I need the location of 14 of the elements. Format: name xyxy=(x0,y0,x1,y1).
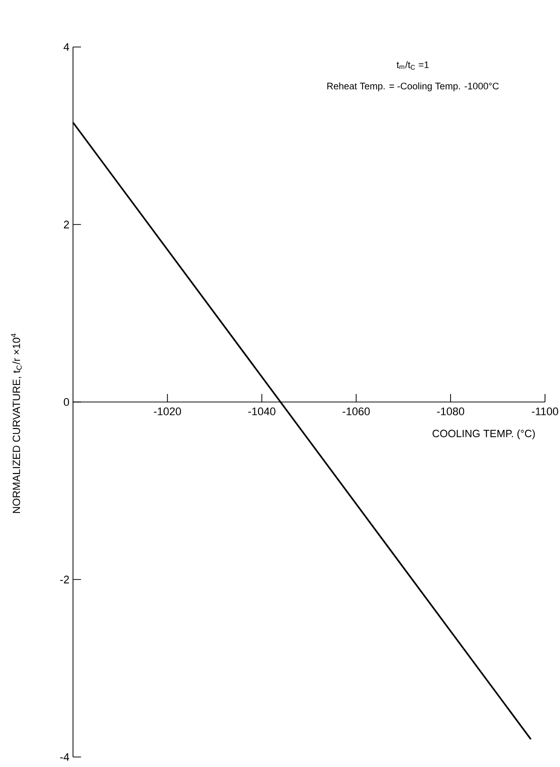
y-axis-title: NORMALIZED CURVATURE, t$_{C}$/r ×10$^{4}$ xyxy=(10,334,22,513)
y-tick-label: 0 xyxy=(64,398,70,406)
x-tick-label: -1100 xyxy=(532,408,558,416)
x-tick-label: -1080 xyxy=(437,408,464,416)
y-tick-label: -4 xyxy=(60,753,70,761)
y-tick-label: 2 xyxy=(64,220,69,228)
x-axis-title: COOLING TEMP. (°C) xyxy=(432,430,535,440)
annotation: Reheat Temp. = -Cooling Temp. -1000°C xyxy=(327,82,499,92)
y-tick-label: 4 xyxy=(64,43,70,51)
x-tick-label: -1040 xyxy=(248,408,276,416)
x-tick-label: -1060 xyxy=(342,408,370,416)
x-tick-label: -1020 xyxy=(154,408,181,416)
y-tick-label: -2 xyxy=(60,576,69,584)
annotation: t$_{m}$/t$_{C}$ =1 xyxy=(396,61,429,70)
